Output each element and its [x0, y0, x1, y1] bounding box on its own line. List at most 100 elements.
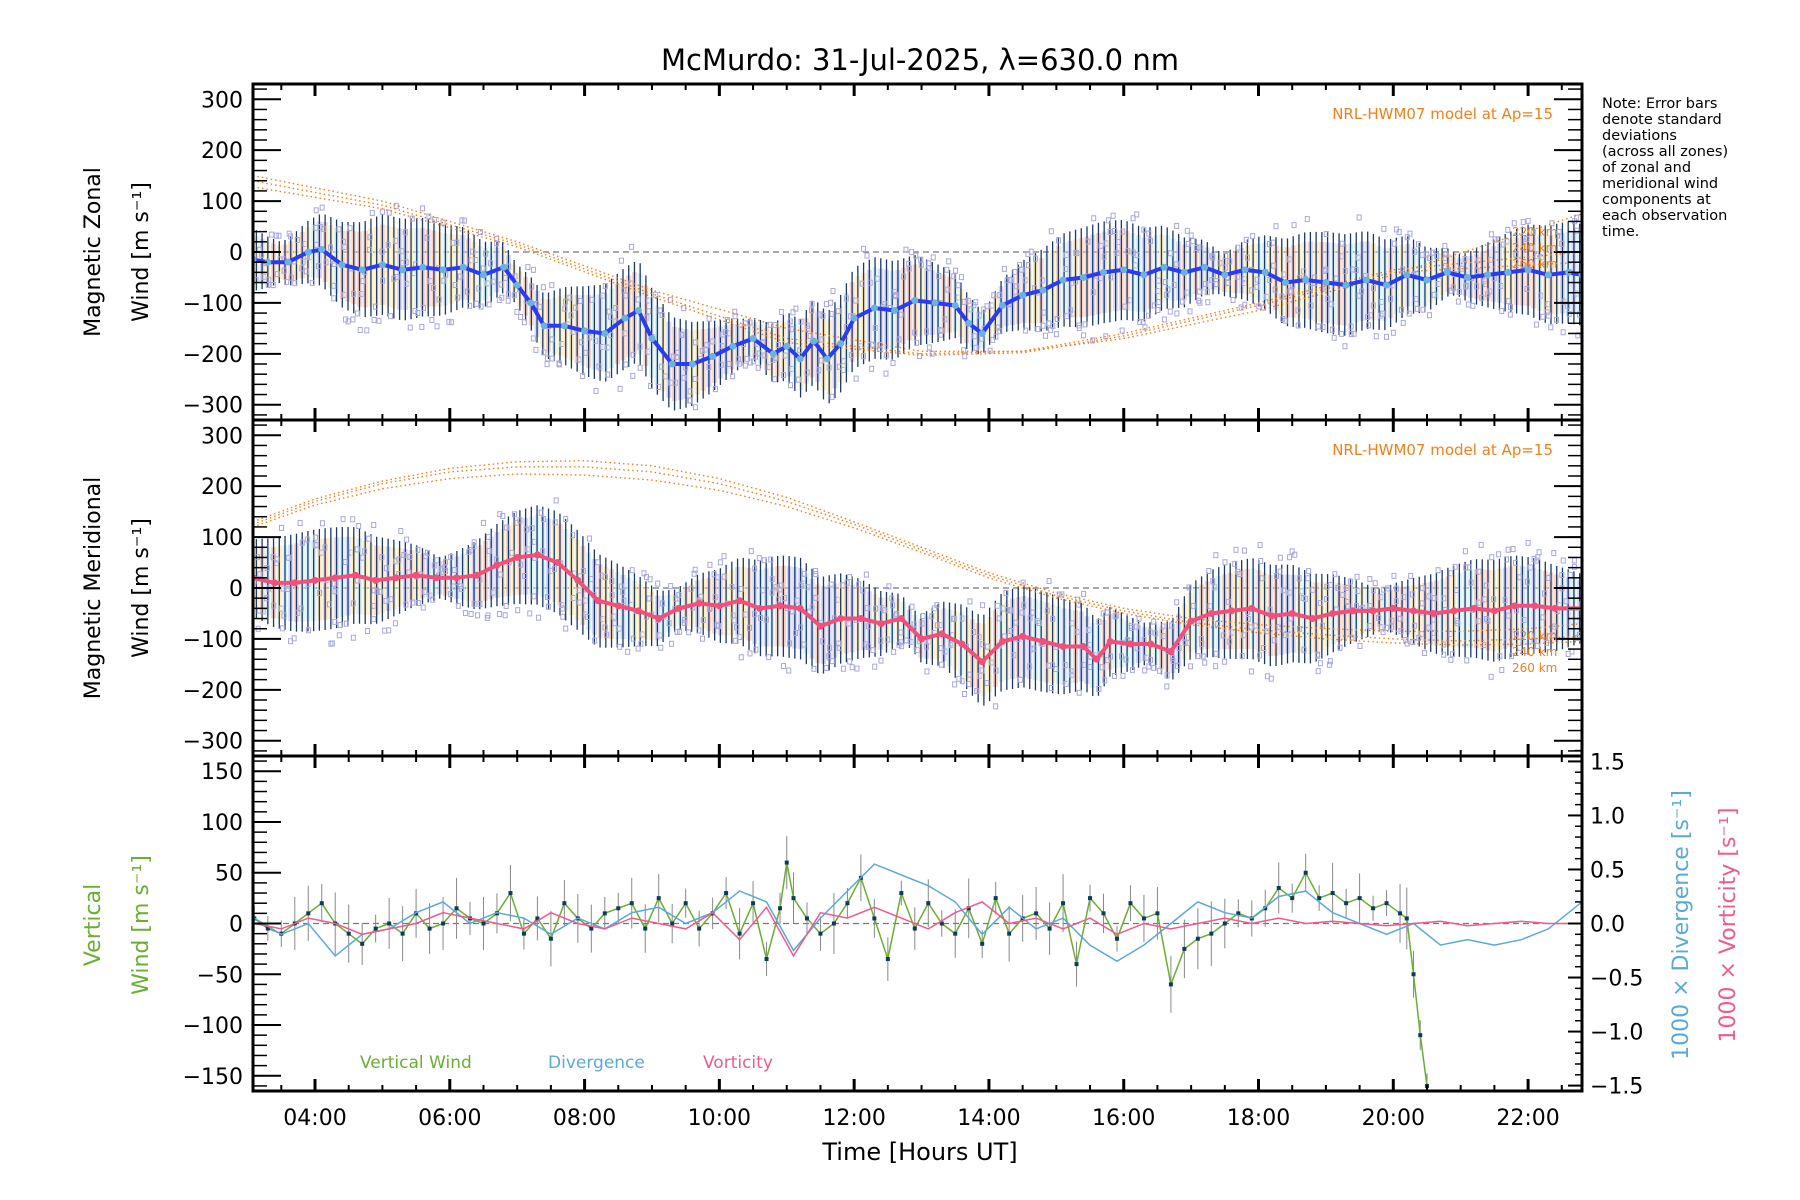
zonal-zone-sample: [898, 311, 904, 318]
zonal-zone-sample: [343, 316, 349, 323]
zonal-zone-sample: [776, 341, 782, 348]
meridional-zone-sample: [563, 516, 569, 523]
zonal-zone-sample: [1370, 285, 1376, 292]
meridional-zone-sample: [1102, 677, 1108, 684]
meridional-zone-sample: [890, 602, 896, 609]
zonal-zone-sample: [393, 202, 399, 209]
zonal-zone-sample: [357, 326, 363, 333]
vertical-wind-point: [872, 916, 877, 921]
meridional-zone-sample: [1170, 658, 1176, 665]
meridional-mean-point: [816, 622, 824, 630]
meridional-alt-label: 220 km: [1512, 629, 1557, 643]
meridional-zone-sample: [1370, 587, 1376, 594]
meridional-zone-sample: [1164, 672, 1170, 679]
zonal-zone-sample: [412, 308, 418, 315]
zonal-zone-sample: [430, 284, 436, 291]
zonal-zone-sample: [736, 356, 742, 363]
zonal-zone-sample: [1411, 248, 1417, 255]
meridional-zone-sample: [721, 553, 727, 560]
zonal-zone-sample: [1146, 230, 1152, 237]
zonal-y-tick-label: −300: [183, 394, 243, 419]
meridional-zone-sample: [769, 576, 775, 583]
zonal-zone-sample: [354, 310, 360, 317]
zonal-mean-point: [1039, 286, 1047, 294]
zonal-alt-label: 220 km: [1512, 225, 1557, 239]
meridional-zone-sample: [312, 534, 318, 541]
meridional-zone-sample: [1357, 642, 1363, 649]
zonal-zone-sample: [288, 274, 294, 281]
meridional-mean-point: [1389, 604, 1397, 612]
meridional-zone-sample: [1160, 623, 1166, 630]
meridional-zone-sample: [967, 598, 973, 605]
zonal-zone-sample: [580, 373, 586, 380]
meridional-zone-sample: [443, 567, 449, 574]
zonal-mean-point: [1544, 271, 1552, 279]
zonal-zone-sample: [724, 316, 730, 323]
meridional-zone-sample: [1059, 591, 1065, 598]
meridional-mean-point: [291, 579, 299, 587]
zonal-zone-sample: [313, 207, 319, 214]
zonal-zone-sample: [1384, 333, 1390, 340]
meridional-zone-sample: [404, 536, 410, 543]
meridional-zone-sample: [1050, 615, 1056, 622]
meridional-zone-sample: [1317, 600, 1323, 607]
vertical-wind-point: [737, 931, 742, 936]
zonal-ylabel-line2: Wind [m s⁻¹]: [129, 182, 154, 322]
x-axis-label: Time [Hours UT]: [821, 1138, 1017, 1166]
meridional-zone-sample: [691, 570, 697, 577]
meridional-mean-point: [271, 579, 279, 587]
meridional-zone-sample: [621, 597, 627, 604]
zonal-zone-sample: [1165, 286, 1171, 293]
zonal-zone-sample: [804, 322, 810, 329]
vertical-wind-point: [1114, 936, 1119, 941]
zonal-zone-sample: [751, 358, 757, 365]
zonal-mean-point: [479, 271, 487, 279]
zonal-zone-sample: [602, 283, 608, 290]
zonal-zone-sample: [1261, 304, 1267, 311]
zonal-zone-sample: [1082, 321, 1088, 328]
meridional-zone-sample: [971, 629, 977, 636]
zonal-zone-sample: [606, 308, 612, 315]
zonal-zone-sample: [521, 319, 527, 326]
zonal-mean-point: [1362, 276, 1370, 284]
zonal-zone-sample: [1155, 307, 1161, 314]
zonal-model-curve-240km: [253, 180, 1581, 355]
zonal-zone-sample: [372, 303, 378, 310]
zonal-zone-sample: [549, 282, 555, 289]
meridional-zone-sample: [1076, 689, 1082, 696]
zonal-zone-sample: [1442, 262, 1448, 269]
zonal-zone-sample: [926, 260, 932, 267]
meridional-zone-sample: [698, 593, 704, 600]
meridional-mean-point: [695, 599, 703, 607]
meridional-y-tick-label: −300: [183, 730, 243, 755]
vertical-wind-point: [1330, 891, 1335, 896]
zonal-ylabel-line1: Magnetic Zonal: [81, 167, 106, 337]
zonal-zone-sample: [403, 259, 409, 266]
meridional-zone-sample: [1003, 590, 1009, 597]
meridional-zone-sample: [1096, 686, 1102, 693]
zonal-zone-sample: [281, 267, 287, 274]
meridional-zone-sample: [776, 596, 782, 603]
meridional-zone-sample: [1087, 663, 1093, 670]
zonal-zone-sample: [1524, 235, 1530, 242]
zonal-zone-sample: [1187, 308, 1193, 315]
zonal-zone-sample: [1431, 291, 1437, 298]
meridional-mean-point: [473, 571, 481, 579]
zonal-zone-sample: [350, 316, 356, 323]
zonal-mean-point: [1484, 271, 1492, 279]
meridional-zone-sample: [1233, 546, 1239, 553]
zonal-zone-sample: [480, 265, 486, 272]
meridional-mean-point: [311, 576, 319, 584]
zonal-zone-sample: [836, 363, 842, 370]
meridional-mean-point: [1551, 604, 1559, 612]
meridional-zone-sample: [570, 532, 576, 539]
meridional-zone-sample: [1248, 624, 1254, 631]
meridional-zone-sample: [872, 663, 878, 670]
meridional-zone-sample: [1422, 650, 1428, 657]
vertical-y-tick-label: 100: [201, 811, 243, 836]
zonal-zone-sample: [926, 344, 932, 351]
meridional-model-curve-220km: [253, 459, 1581, 632]
vertical-wind-point: [1222, 921, 1227, 926]
zonal-zone-sample: [1197, 288, 1203, 295]
meridional-zone-sample: [865, 623, 871, 630]
